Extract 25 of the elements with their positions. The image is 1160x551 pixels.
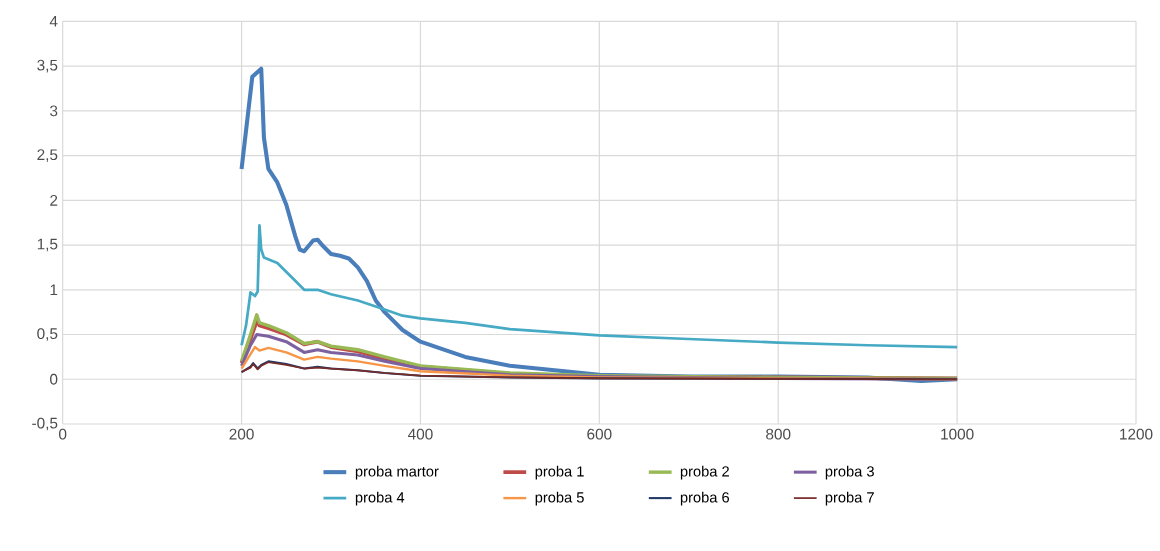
y-tick-label: 0	[50, 374, 58, 385]
x-tick-label: 800	[766, 428, 791, 440]
legend-label: proba 1	[535, 466, 584, 480]
x-tick-label: 600	[587, 428, 612, 440]
legend-label: proba 2	[680, 466, 729, 480]
x-tick-label: 0	[59, 428, 67, 440]
y-tick-label: 1	[50, 284, 58, 296]
x-tick-label: 400	[408, 428, 433, 440]
y-tick-label: 4	[49, 16, 58, 27]
legend-label: proba 7	[825, 491, 874, 506]
legend-label: proba 4	[355, 491, 405, 506]
legend-label: proba 6	[680, 491, 730, 506]
y-tick-label: 2	[50, 195, 58, 206]
y-tick-label: 2,5	[37, 149, 58, 163]
y-tick-label: 1,5	[37, 238, 58, 252]
y-tick-label: 3	[50, 105, 58, 117]
y-tick-label: 3,5	[37, 59, 58, 73]
y-tick-label: 0,5	[37, 328, 58, 342]
x-tick-label: 200	[229, 428, 254, 440]
legend-label: proba 5	[535, 491, 584, 506]
legend-label: proba martor	[355, 466, 439, 480]
y-tick-label: -0,5	[32, 417, 58, 431]
x-tick-label: 1200	[1120, 428, 1153, 440]
x-tick-label: 1000	[941, 428, 974, 440]
legend-label: proba 3	[825, 466, 874, 480]
